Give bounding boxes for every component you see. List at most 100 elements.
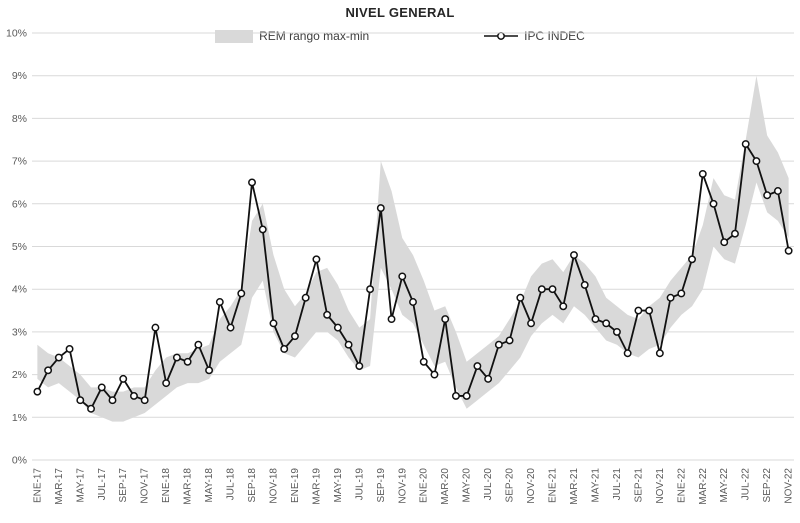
data-point-marker xyxy=(623,349,632,358)
data-point-marker xyxy=(430,370,439,379)
x-axis-label: JUL-18 xyxy=(226,468,237,501)
y-axis-label: 9% xyxy=(12,70,27,82)
data-point-marker xyxy=(44,366,53,375)
data-point-marker xyxy=(108,396,117,405)
x-axis-label: MAR-19 xyxy=(311,468,322,505)
data-point-marker xyxy=(559,302,568,311)
x-axis-label: NOV-21 xyxy=(655,468,666,504)
data-point-marker xyxy=(344,340,353,349)
data-point-marker xyxy=(645,306,654,315)
data-point-marker xyxy=(537,285,546,294)
data-point-marker xyxy=(784,246,793,255)
data-point-marker xyxy=(527,319,536,328)
data-point-marker xyxy=(752,157,761,166)
data-point-marker xyxy=(720,238,729,247)
data-point-marker xyxy=(258,225,267,234)
data-point-marker xyxy=(205,366,214,375)
x-axis-label: ENE-17 xyxy=(32,468,43,503)
x-axis-label: JUL-20 xyxy=(483,468,494,501)
data-point-marker xyxy=(237,289,246,298)
data-point-marker xyxy=(333,323,342,332)
data-point-marker xyxy=(570,251,578,259)
data-point-marker xyxy=(677,289,686,298)
data-point-marker xyxy=(709,199,718,208)
data-point-marker xyxy=(151,323,160,332)
data-point-marker xyxy=(130,392,138,400)
x-axis-label: SEP-19 xyxy=(376,468,387,503)
data-point-marker xyxy=(591,315,600,324)
x-axis-label: MAY-19 xyxy=(333,468,344,503)
x-axis-label: NOV-18 xyxy=(268,468,279,504)
x-axis-label: SEP-21 xyxy=(633,468,644,503)
data-point-marker xyxy=(376,204,385,213)
y-axis-label: 4% xyxy=(12,284,27,296)
x-axis-label: MAR-20 xyxy=(440,468,451,505)
data-point-marker xyxy=(398,272,407,281)
data-point-marker xyxy=(666,293,675,302)
data-point-marker xyxy=(162,379,171,388)
data-point-marker xyxy=(119,374,128,383)
data-point-marker xyxy=(87,404,95,413)
data-point-marker xyxy=(366,285,375,294)
data-point-marker xyxy=(301,293,310,302)
x-axis-label: MAY-20 xyxy=(462,468,473,503)
y-axis-label: 0% xyxy=(12,455,27,467)
page-title: NIVEL GENERAL xyxy=(345,5,455,20)
y-axis-label: 2% xyxy=(12,369,27,381)
data-point-marker xyxy=(76,396,85,405)
x-axis-label: JUL-17 xyxy=(97,468,108,501)
data-point-marker xyxy=(548,285,557,294)
data-point-marker xyxy=(194,340,203,349)
x-axis-label: SEP-20 xyxy=(505,468,516,503)
data-point-marker xyxy=(462,392,471,400)
data-point-marker xyxy=(65,345,74,353)
data-point-marker xyxy=(387,315,396,324)
data-point-marker xyxy=(634,306,643,315)
data-point-marker xyxy=(226,323,235,332)
data-point-marker xyxy=(484,374,493,383)
data-point-marker xyxy=(97,383,106,392)
x-axis-label: MAR-18 xyxy=(183,468,194,505)
data-point-marker xyxy=(248,178,256,187)
x-axis-label: ENE-19 xyxy=(290,468,301,503)
x-axis-label: SEP-22 xyxy=(762,468,773,503)
data-point-marker xyxy=(290,332,299,341)
data-point-marker xyxy=(183,357,192,366)
data-point-marker xyxy=(323,310,332,319)
data-point-marker xyxy=(698,169,707,178)
x-axis-label: ENE-18 xyxy=(161,468,172,503)
data-point-marker xyxy=(140,396,149,405)
x-axis-label: NOV-20 xyxy=(526,468,537,504)
x-axis-label: NOV-22 xyxy=(784,468,795,504)
x-axis-label: MAY-22 xyxy=(719,468,730,503)
data-point-marker xyxy=(54,353,63,362)
x-axis-label: MAR-22 xyxy=(698,468,709,505)
data-point-marker xyxy=(580,280,589,289)
x-axis-label: MAY-17 xyxy=(75,468,86,503)
x-axis-label: MAR-17 xyxy=(54,468,65,505)
data-point-marker xyxy=(731,229,739,238)
data-point-marker xyxy=(355,362,364,371)
data-point-marker xyxy=(505,336,514,345)
x-axis-label: MAR-21 xyxy=(569,468,580,505)
data-point-marker xyxy=(451,392,460,400)
data-point-marker xyxy=(269,319,278,328)
x-axis-label: MAY-21 xyxy=(590,468,601,503)
y-axis-label: 6% xyxy=(12,198,27,210)
x-axis-label: JUL-22 xyxy=(741,468,752,501)
data-point-marker xyxy=(409,298,417,306)
y-axis-label: 8% xyxy=(12,113,27,125)
y-axis-label: 3% xyxy=(12,326,27,338)
data-point-marker xyxy=(494,340,503,349)
data-point-marker xyxy=(773,187,782,195)
data-point-marker xyxy=(741,140,750,148)
x-axis-label: SEP-17 xyxy=(118,468,129,503)
x-axis-label: ENE-20 xyxy=(419,468,430,503)
data-point-marker xyxy=(280,345,289,353)
x-axis-label: JUL-21 xyxy=(612,468,623,501)
y-axis-label: 7% xyxy=(12,156,27,168)
data-point-marker xyxy=(419,357,428,366)
data-point-marker xyxy=(312,255,321,264)
